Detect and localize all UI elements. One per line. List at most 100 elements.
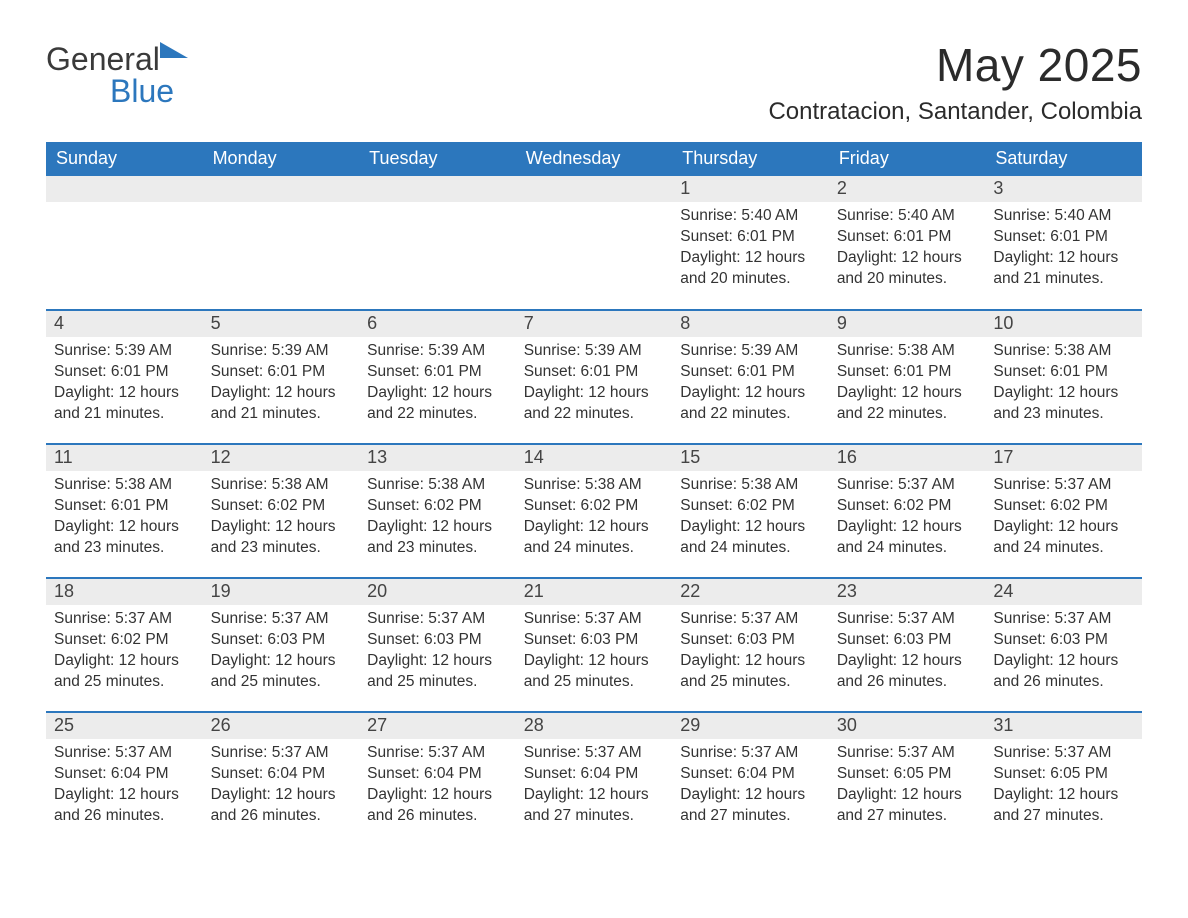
sunrise-line: Sunrise: 5:37 AM	[524, 743, 665, 764]
day-details: Sunrise: 5:39 AMSunset: 6:01 PMDaylight:…	[359, 337, 516, 433]
sunrise-line: Sunrise: 5:37 AM	[993, 743, 1134, 764]
sunset-line: Sunset: 6:01 PM	[680, 362, 821, 383]
sunset-line: Sunset: 6:04 PM	[54, 764, 195, 785]
day-details: Sunrise: 5:39 AMSunset: 6:01 PMDaylight:…	[516, 337, 673, 433]
daylight-line: Daylight: 12 hours and 27 minutes.	[524, 785, 665, 827]
day-number: 28	[516, 713, 673, 739]
daylight-line: Daylight: 12 hours and 23 minutes.	[993, 383, 1134, 425]
calendar-day-cell: 13Sunrise: 5:38 AMSunset: 6:02 PMDayligh…	[359, 444, 516, 578]
sunrise-line: Sunrise: 5:37 AM	[211, 743, 352, 764]
day-number: 21	[516, 579, 673, 605]
calendar-day-cell: 9Sunrise: 5:38 AMSunset: 6:01 PMDaylight…	[829, 310, 986, 444]
day-number: 30	[829, 713, 986, 739]
calendar-day-cell: 25 Sunrise: 5:37 AMSunset: 6:04 PMDayligh…	[46, 712, 203, 846]
day-details: Sunrise: 5:37 AMSunset: 6:05 PMDaylight:…	[985, 739, 1142, 835]
sunset-line: Sunset: 6:03 PM	[211, 630, 352, 651]
calendar-day-cell: 1Sunrise: 5:40 AMSunset: 6:01 PMDaylight…	[672, 176, 829, 310]
day-details: Sunrise: 5:39 AMSunset: 6:01 PMDaylight:…	[203, 337, 360, 433]
day-number: 10	[985, 311, 1142, 337]
sunset-line: Sunset: 6:01 PM	[367, 362, 508, 383]
weekday-header: Sunday	[46, 142, 203, 176]
calendar-day-cell: 17Sunrise: 5:37 AMSunset: 6:02 PMDayligh…	[985, 444, 1142, 578]
calendar-day-cell: 15Sunrise: 5:38 AMSunset: 6:02 PMDayligh…	[672, 444, 829, 578]
sunrise-line: Sunrise: 5:37 AM	[211, 609, 352, 630]
day-number: 4	[46, 311, 203, 337]
day-number: 1	[672, 176, 829, 202]
sunset-line: Sunset: 6:03 PM	[993, 630, 1134, 651]
sunset-line: Sunset: 6:02 PM	[524, 496, 665, 517]
day-number: 25	[46, 713, 203, 739]
triangle-icon	[160, 42, 188, 58]
daylight-line: Daylight: 12 hours and 25 minutes.	[524, 651, 665, 693]
daylight-line: Daylight: 12 hours and 22 minutes.	[367, 383, 508, 425]
day-details: Sunrise: 5:40 AMSunset: 6:01 PMDaylight:…	[829, 202, 986, 298]
title-block: May 2025 Contratacion, Santander, Colomb…	[768, 38, 1142, 136]
calendar-day-cell: 29Sunrise: 5:37 AMSunset: 6:04 PMDayligh…	[672, 712, 829, 846]
sunset-line: Sunset: 6:01 PM	[993, 362, 1134, 383]
day-number: 12	[203, 445, 360, 471]
sunrise-line: Sunrise: 5:38 AM	[54, 475, 195, 496]
brand-name-part2: Blue	[46, 73, 174, 109]
sunrise-line: Sunrise: 5:40 AM	[837, 206, 978, 227]
sunrise-line: Sunrise: 5:37 AM	[993, 609, 1134, 630]
sunrise-line: Sunrise: 5:37 AM	[680, 609, 821, 630]
daylight-line: Daylight: 12 hours and 22 minutes.	[680, 383, 821, 425]
day-number: 5	[203, 311, 360, 337]
day-details: Sunrise: 5:37 AMSunset: 6:02 PMDaylight:…	[985, 471, 1142, 567]
sunset-line: Sunset: 6:02 PM	[211, 496, 352, 517]
daylight-line: Daylight: 12 hours and 26 minutes.	[993, 651, 1134, 693]
calendar-empty-cell	[203, 176, 360, 310]
sunrise-line: Sunrise: 5:39 AM	[524, 341, 665, 362]
sunset-line: Sunset: 6:02 PM	[680, 496, 821, 517]
sunrise-line: Sunrise: 5:38 AM	[837, 341, 978, 362]
day-number: 7	[516, 311, 673, 337]
day-details: Sunrise: 5:38 AMSunset: 6:02 PMDaylight:…	[359, 471, 516, 567]
calendar-day-cell: 26Sunrise: 5:37 AMSunset: 6:04 PMDayligh…	[203, 712, 360, 846]
day-details: Sunrise: 5:37 AMSunset: 6:02 PMDaylight:…	[829, 471, 986, 567]
day-number: 29	[672, 713, 829, 739]
day-details: Sunrise: 5:38 AMSunset: 6:01 PMDaylight:…	[985, 337, 1142, 433]
day-number: 24	[985, 579, 1142, 605]
day-details: Sunrise: 5:38 AMSunset: 6:02 PMDaylight:…	[516, 471, 673, 567]
calendar-day-cell: 4Sunrise: 5:39 AMSunset: 6:01 PMDaylight…	[46, 310, 203, 444]
calendar-day-cell: 18Sunrise: 5:37 AMSunset: 6:02 PMDayligh…	[46, 578, 203, 712]
daylight-line: Daylight: 12 hours and 21 minutes.	[211, 383, 352, 425]
daylight-line: Daylight: 12 hours and 26 minutes.	[54, 785, 195, 827]
day-details: Sunrise: 5:39 AMSunset: 6:01 PMDaylight:…	[46, 337, 203, 433]
day-number	[516, 176, 673, 202]
sunrise-line: Sunrise: 5:37 AM	[54, 743, 195, 764]
sunset-line: Sunset: 6:02 PM	[993, 496, 1134, 517]
calendar-week-row: 1Sunrise: 5:40 AMSunset: 6:01 PMDaylight…	[46, 176, 1142, 310]
day-details: Sunrise: 5:39 AMSunset: 6:01 PMDaylight:…	[672, 337, 829, 433]
sunset-line: Sunset: 6:01 PM	[211, 362, 352, 383]
daylight-line: Daylight: 12 hours and 24 minutes.	[993, 517, 1134, 559]
calendar-day-cell: 8Sunrise: 5:39 AMSunset: 6:01 PMDaylight…	[672, 310, 829, 444]
day-number: 6	[359, 311, 516, 337]
daylight-line: Daylight: 12 hours and 26 minutes.	[837, 651, 978, 693]
daylight-line: Daylight: 12 hours and 25 minutes.	[211, 651, 352, 693]
calendar-table: SundayMondayTuesdayWednesdayThursdayFrid…	[46, 142, 1142, 846]
daylight-line: Daylight: 12 hours and 25 minutes.	[367, 651, 508, 693]
day-details: Sunrise: 5:37 AMSunset: 6:03 PMDaylight:…	[359, 605, 516, 701]
sunset-line: Sunset: 6:01 PM	[524, 362, 665, 383]
sunrise-line: Sunrise: 5:40 AM	[680, 206, 821, 227]
day-details: Sunrise: 5:37 AMSunset: 6:03 PMDaylight:…	[985, 605, 1142, 701]
day-number: 18	[46, 579, 203, 605]
weekday-header: Thursday	[672, 142, 829, 176]
sunrise-line: Sunrise: 5:39 AM	[54, 341, 195, 362]
sunrise-line: Sunrise: 5:37 AM	[524, 609, 665, 630]
calendar-day-cell: 12Sunrise: 5:38 AMSunset: 6:02 PMDayligh…	[203, 444, 360, 578]
calendar-day-cell: 24Sunrise: 5:37 AMSunset: 6:03 PMDayligh…	[985, 578, 1142, 712]
calendar-day-cell: 3Sunrise: 5:40 AMSunset: 6:01 PMDaylight…	[985, 176, 1142, 310]
weekday-header: Monday	[203, 142, 360, 176]
brand-logo: General Blue	[46, 38, 188, 107]
sunset-line: Sunset: 6:03 PM	[367, 630, 508, 651]
sunrise-line: Sunrise: 5:38 AM	[680, 475, 821, 496]
page-header: General Blue May 2025 Contratacion, Sant…	[46, 38, 1142, 136]
day-details: Sunrise: 5:37 AMSunset: 6:03 PMDaylight:…	[516, 605, 673, 701]
calendar-day-cell: 30Sunrise: 5:37 AMSunset: 6:05 PMDayligh…	[829, 712, 986, 846]
calendar-day-cell: 31Sunrise: 5:37 AMSunset: 6:05 PMDayligh…	[985, 712, 1142, 846]
day-number: 31	[985, 713, 1142, 739]
day-number: 3	[985, 176, 1142, 202]
day-details: Sunrise: 5:37 AMSunset: 6:05 PMDaylight:…	[829, 739, 986, 835]
